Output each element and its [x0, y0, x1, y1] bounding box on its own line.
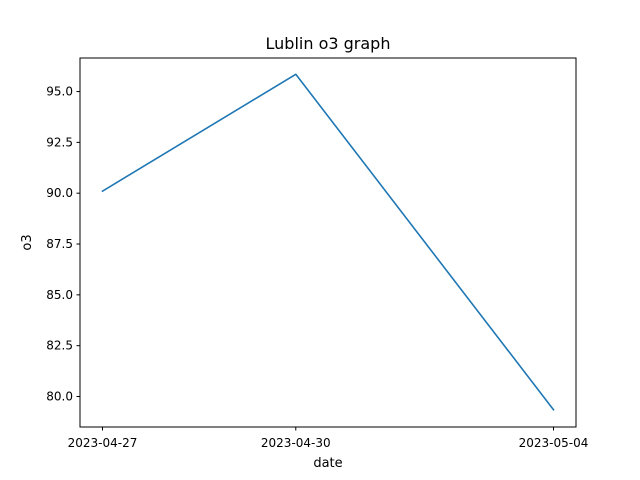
y-axis: 80.0 82.5 85.0 87.5 90.0 92.5 95.0	[46, 85, 80, 404]
plot-frame	[79, 57, 577, 428]
y-tick-label: 85.0	[46, 288, 73, 302]
plot-area	[101, 73, 555, 411]
y-tick-label: 80.0	[46, 390, 73, 404]
series-line	[101, 73, 555, 411]
x-axis-label: date	[313, 456, 342, 471]
y-tick-label: 82.5	[46, 339, 73, 353]
y-tick-label: 95.0	[46, 85, 73, 99]
y-tick-label: 87.5	[46, 237, 73, 251]
y-tick-label: 92.5	[46, 135, 73, 149]
x-tick-label: 2023-04-30	[261, 436, 331, 450]
x-tick-label: 2023-04-27	[68, 436, 138, 450]
y-tick-label: 90.0	[46, 186, 73, 200]
x-axis: 2023-04-27 2023-04-30 2023-05-04	[68, 427, 589, 450]
y-axis-label: o3	[20, 234, 35, 250]
x-tick-label: 2023-05-04	[519, 436, 589, 450]
chart-title: Lublin o3 graph	[266, 34, 391, 53]
